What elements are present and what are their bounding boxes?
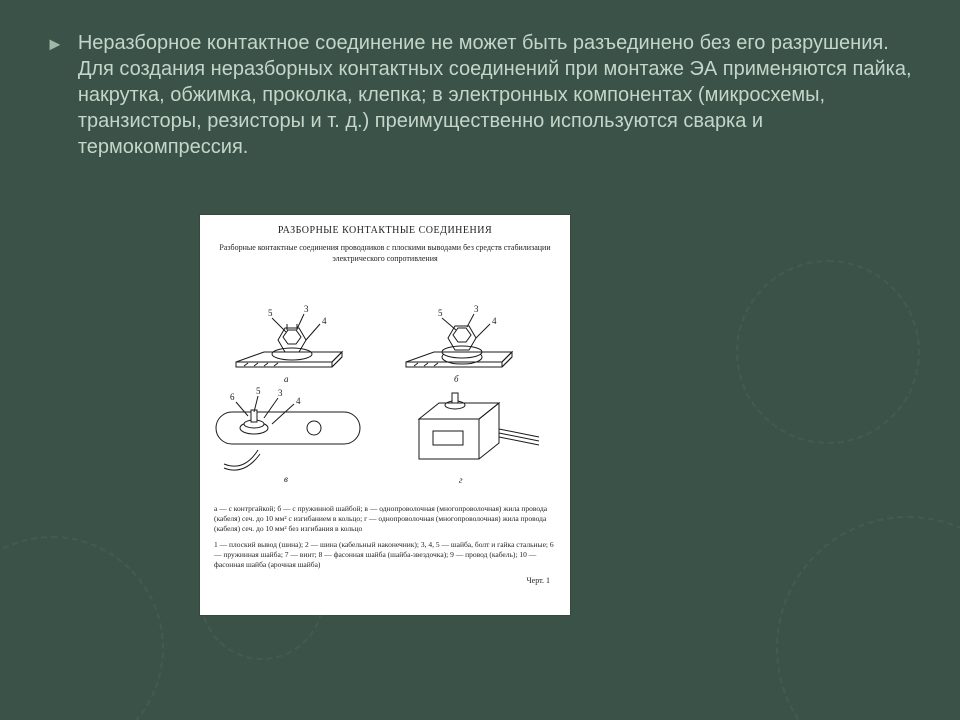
figure-drawings: 5 3 4 а	[214, 274, 556, 494]
view-label: в	[284, 474, 288, 484]
callout-label: 3	[304, 304, 309, 314]
view-label: г	[459, 475, 463, 485]
callout-label: 5	[268, 308, 273, 318]
figure-caption: а — с контргайкой; б — с пружинной шайбо…	[214, 504, 556, 570]
callout-label: 5	[438, 308, 443, 318]
callout-label: 4	[296, 396, 301, 406]
figure-caption-line: а — с контргайкой; б — с пружинной шайбо…	[214, 504, 556, 534]
view-label: а	[284, 374, 289, 384]
view-label: б	[454, 374, 459, 384]
bullet-text: Неразборное контактное соединение не мож…	[78, 30, 920, 160]
callout-label: 4	[492, 316, 497, 326]
callout-label: 6	[230, 392, 235, 402]
callout-label: 3	[278, 388, 283, 398]
drawing-view-v: 6 5 3 4 в	[216, 386, 360, 484]
callout-label: 4	[322, 316, 327, 326]
figure-title: РАЗБОРНЫЕ КОНТАКТНЫЕ СОЕДИНЕНИЯ	[214, 225, 556, 236]
technical-drawing-svg: 5 3 4 а	[214, 274, 554, 494]
figure-subtitle: Разборные контактные соединения проводни…	[214, 242, 556, 264]
figure-panel: РАЗБОРНЫЕ КОНТАКТНЫЕ СОЕДИНЕНИЯ Разборны…	[200, 215, 570, 615]
bullet-item: ► Неразборное контактное соединение не м…	[46, 30, 920, 160]
figure-caption-line: 1 — плоский вывод (шина); 2 — шина (кабе…	[214, 540, 556, 570]
slide: ► Неразборное контактное соединение не м…	[0, 0, 960, 720]
callout-label: 5	[256, 386, 261, 396]
callout-label: 3	[474, 304, 479, 314]
drawing-view-a: 5 3 4 а	[236, 304, 342, 384]
figure-number: Черт. 1	[214, 576, 556, 585]
drawing-view-b: 5 3 4 б	[406, 304, 512, 384]
bullet-marker-icon: ►	[46, 32, 64, 56]
drawing-view-g: г	[419, 393, 539, 485]
